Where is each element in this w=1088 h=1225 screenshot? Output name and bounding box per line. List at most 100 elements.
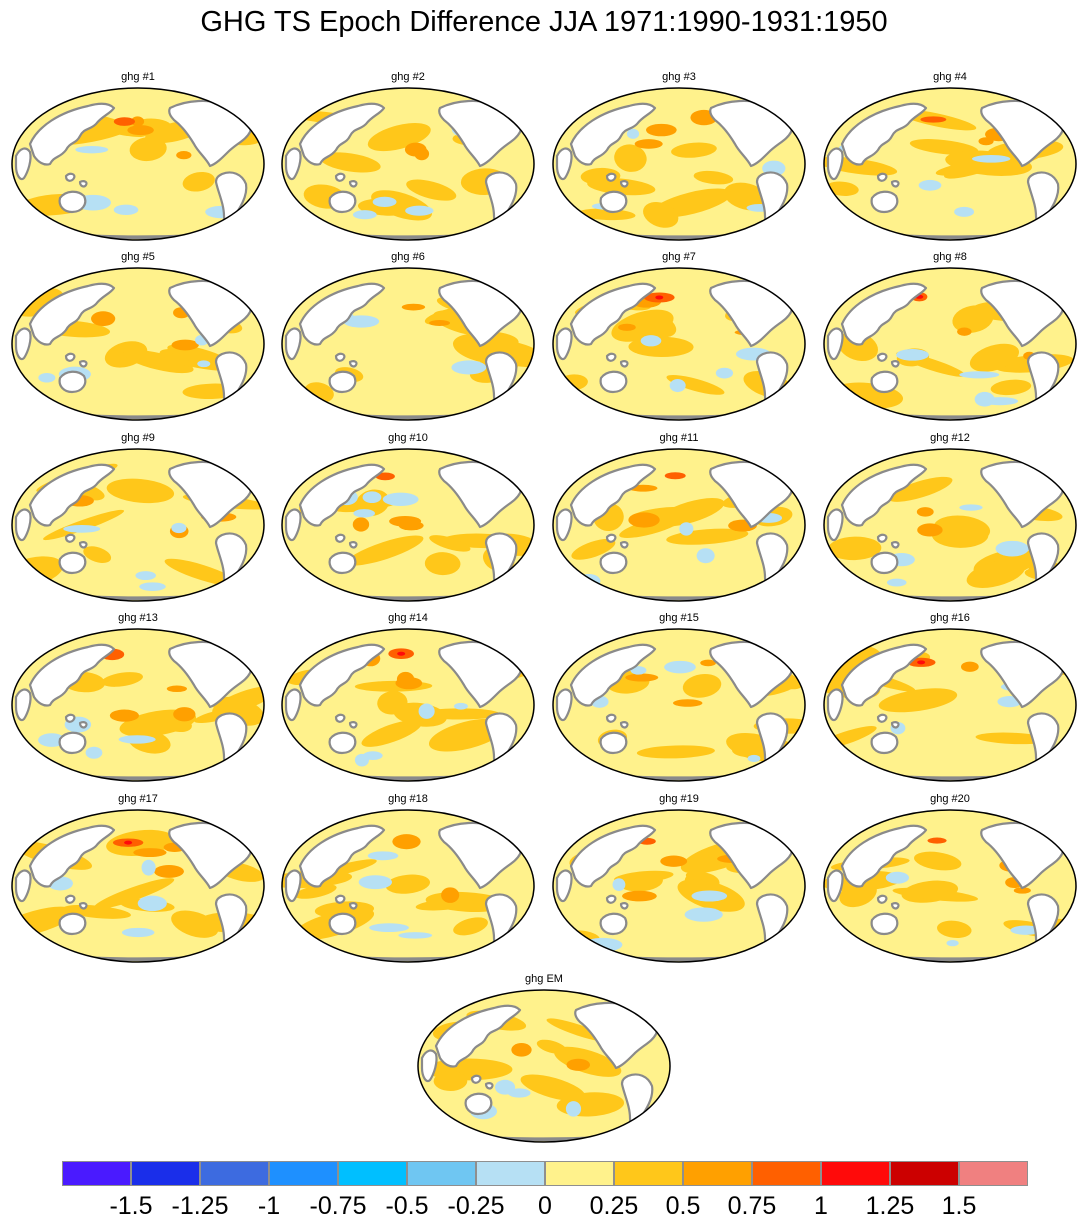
cool-anomaly-patch [885,871,909,884]
colorbar-swatch [269,1161,338,1186]
land-mass [14,869,32,903]
land-mass [78,180,88,188]
colorbar-swatch [407,1161,476,1186]
land-mass [753,633,775,647]
hot-anomaly-patch [375,472,395,481]
colorbar-tick-label: 0.25 [589,1192,639,1220]
land-mass [28,282,116,346]
map-panel: ghg #3 [551,70,807,242]
cool-anomaly-patch [679,522,694,536]
land-mass [826,147,844,181]
cool-anomaly-patch [113,204,139,216]
land-mass [212,633,234,647]
map-panel: ghg #18 [280,792,536,964]
warm-anomaly-patch [682,673,722,698]
warmer-anomaly-patch [625,673,659,682]
cool-anomaly-patch [372,196,397,207]
land-mass [870,370,899,394]
map-panel: ghg #13 [10,611,266,783]
land-mass [284,147,302,181]
map-border [281,809,535,963]
cool-anomaly-patch [352,210,377,220]
land-mass [555,508,573,542]
map-panel: ghg EM [416,972,672,1144]
colorbar-swatch [200,1161,269,1186]
map-plot [823,628,1077,782]
panel-label: ghg #19 [659,793,699,805]
cool-anomaly-patch [640,335,662,347]
warm-anomaly-patch [952,305,994,333]
colorbar-swatch [821,1161,890,1186]
cool-anomaly-patch [453,702,468,710]
land-mass [334,713,346,723]
cool-anomaly-patch [577,573,601,589]
land-mass [64,894,76,904]
warmer-anomaly-patch [618,323,636,331]
cool-anomaly-patch [981,397,1019,406]
map-border [281,267,535,421]
colorbar-tick-label: -1 [257,1192,281,1220]
colorbar-swatch [476,1161,545,1186]
land-mass [464,1092,493,1116]
land-mass [420,1049,438,1083]
land-mass [599,190,628,214]
map-panel: ghg #15 [551,611,807,783]
colorbar-swatch [890,1161,959,1186]
hottest-anomaly-patch [124,840,133,845]
warmer-anomaly-patch [389,515,422,527]
map-panel: ghg #7 [551,250,807,422]
map-plot [823,267,1077,421]
map-plot [281,448,535,602]
cool-anomaly-patch [363,751,383,761]
warm-anomaly-patch [693,170,734,185]
warm-anomaly-patch [83,546,112,563]
land-mass [1024,92,1046,106]
map-border [11,809,265,963]
warm-anomaly-patch [385,874,431,894]
land-mass [569,102,657,166]
cool-anomaly-patch [367,851,399,861]
land-mass [14,327,32,361]
hot-anomaly-patch [664,472,686,480]
warmer-anomaly-patch [511,1042,532,1057]
map-border [823,809,1077,963]
map-border [281,448,535,602]
warm-anomaly-patch [577,208,636,221]
land-mass [599,370,628,394]
warmer-anomaly-patch [961,661,979,672]
cool-anomaly-patch [135,571,156,581]
land-mass [753,272,775,286]
land-mass [212,453,234,467]
colorbar-tick-label: -1.25 [171,1192,229,1220]
warm-anomaly-patch [406,179,457,201]
cool-anomaly-patch [121,927,155,938]
warmer-anomaly-patch [401,303,426,311]
land-mass [890,541,900,549]
map-border [11,448,265,602]
warm-anomaly-patch [671,142,717,158]
land-mass [78,360,88,368]
map-border [552,267,806,421]
cool-anomaly-patch [137,895,167,912]
map-plot [281,87,535,241]
land-mass [64,533,76,543]
land-mass [78,902,88,910]
map-plot [11,267,265,421]
warmer-anomaly-patch [429,320,451,327]
map-panel: ghg #5 [10,250,266,422]
land-mass [605,352,617,362]
warm-anomaly-patch [828,536,882,561]
cool-anomaly-patch [886,578,907,587]
map-plot [11,448,265,602]
warmer-anomaly-patch [566,1058,591,1071]
land-mass [599,912,628,936]
land-mass [348,541,358,549]
land-mass [64,172,76,182]
colorbar-swatch [683,1161,752,1186]
land-mass [753,92,775,106]
panel-label: ghg #7 [662,251,696,263]
warm-anomaly-patch [194,707,243,724]
cool-anomaly-patch [959,504,983,511]
land-mass [348,180,358,188]
land-mass [298,282,386,346]
